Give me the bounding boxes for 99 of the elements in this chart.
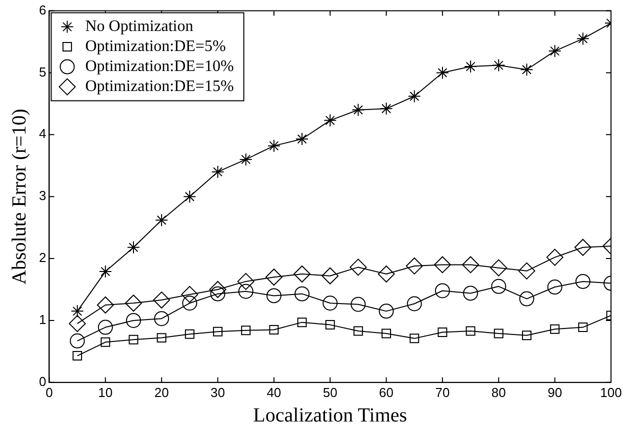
point [154, 311, 170, 326]
point [124, 294, 142, 312]
point [294, 286, 310, 302]
point [438, 327, 448, 337]
point [296, 132, 309, 146]
point [128, 334, 138, 344]
point [325, 320, 335, 330]
point [518, 262, 536, 280]
point [378, 266, 395, 283]
x-tick-label: 50 [322, 384, 338, 400]
x-tick-label: 100 [600, 384, 622, 400]
point [324, 114, 337, 127]
point [350, 296, 366, 312]
point [548, 44, 562, 58]
point [522, 330, 532, 340]
point [237, 272, 254, 290]
y-tick-label: 5 [38, 64, 46, 80]
point [211, 165, 224, 178]
point [519, 291, 534, 306]
y-tick-label: 6 [38, 2, 46, 18]
point [350, 258, 367, 276]
point [68, 315, 86, 332]
x-axis-title: Localization Times [253, 404, 408, 426]
point [492, 58, 506, 72]
point [213, 326, 223, 336]
x-tick-label: 30 [210, 384, 225, 400]
point [462, 256, 480, 274]
y-tick-label: 1 [38, 312, 46, 328]
point [209, 281, 226, 298]
point [436, 66, 449, 80]
point [70, 333, 85, 348]
y-tick-label: 4 [38, 126, 46, 142]
point [578, 322, 588, 332]
point [70, 304, 84, 318]
point [547, 280, 562, 295]
point [380, 102, 393, 116]
point [239, 152, 252, 166]
point [494, 328, 504, 338]
point [574, 238, 592, 256]
point [464, 60, 478, 74]
legend-label: Optimization:DE=15% [85, 78, 234, 96]
x-tick-label: 70 [435, 384, 450, 400]
point [267, 139, 280, 152]
point [382, 328, 392, 338]
point [269, 325, 279, 334]
point [238, 284, 254, 299]
point [126, 312, 141, 328]
y-tick-label: 0 [38, 374, 46, 389]
point [184, 329, 194, 339]
y-axis-title: Absolute Error (r=10) [8, 108, 30, 284]
legend-label: Optimization:DE=5% [85, 38, 226, 56]
y-tick-label: 2 [38, 250, 46, 266]
point [182, 296, 198, 311]
point [575, 274, 590, 289]
point [490, 259, 508, 276]
point [550, 324, 560, 334]
point [294, 266, 311, 283]
point [322, 296, 338, 311]
point [491, 278, 506, 294]
x-tick-label: 80 [491, 384, 506, 400]
point [98, 320, 113, 335]
point [322, 267, 339, 284]
point [410, 334, 420, 344]
legend-label: Optimization:DE=10% [85, 58, 234, 76]
point [98, 265, 112, 278]
point [153, 292, 170, 309]
point [126, 240, 140, 254]
point [72, 351, 82, 361]
point [408, 90, 421, 103]
point [265, 268, 282, 286]
x-tick-label: 60 [379, 384, 394, 400]
point [434, 283, 450, 298]
point [156, 333, 166, 343]
legend-label: No Optimization [85, 18, 194, 36]
point [241, 326, 251, 336]
y-tick-label: 3 [38, 188, 46, 204]
point [100, 337, 110, 347]
point [96, 296, 114, 314]
point [266, 288, 282, 304]
point [466, 326, 476, 336]
point [406, 257, 423, 274]
point [463, 286, 478, 301]
point [297, 318, 307, 328]
x-tick-label: 40 [266, 384, 282, 400]
point [434, 256, 451, 274]
x-tick-label: 20 [154, 384, 169, 400]
point [353, 326, 363, 336]
point [520, 63, 534, 76]
point [576, 32, 590, 46]
point [181, 286, 198, 303]
point [210, 286, 226, 302]
x-tick-label: 90 [548, 384, 562, 400]
point [378, 304, 394, 319]
point [406, 296, 422, 312]
x-tick-label: 10 [98, 384, 113, 400]
point [546, 248, 564, 266]
point [155, 214, 168, 227]
point [183, 190, 196, 204]
point [352, 103, 365, 116]
